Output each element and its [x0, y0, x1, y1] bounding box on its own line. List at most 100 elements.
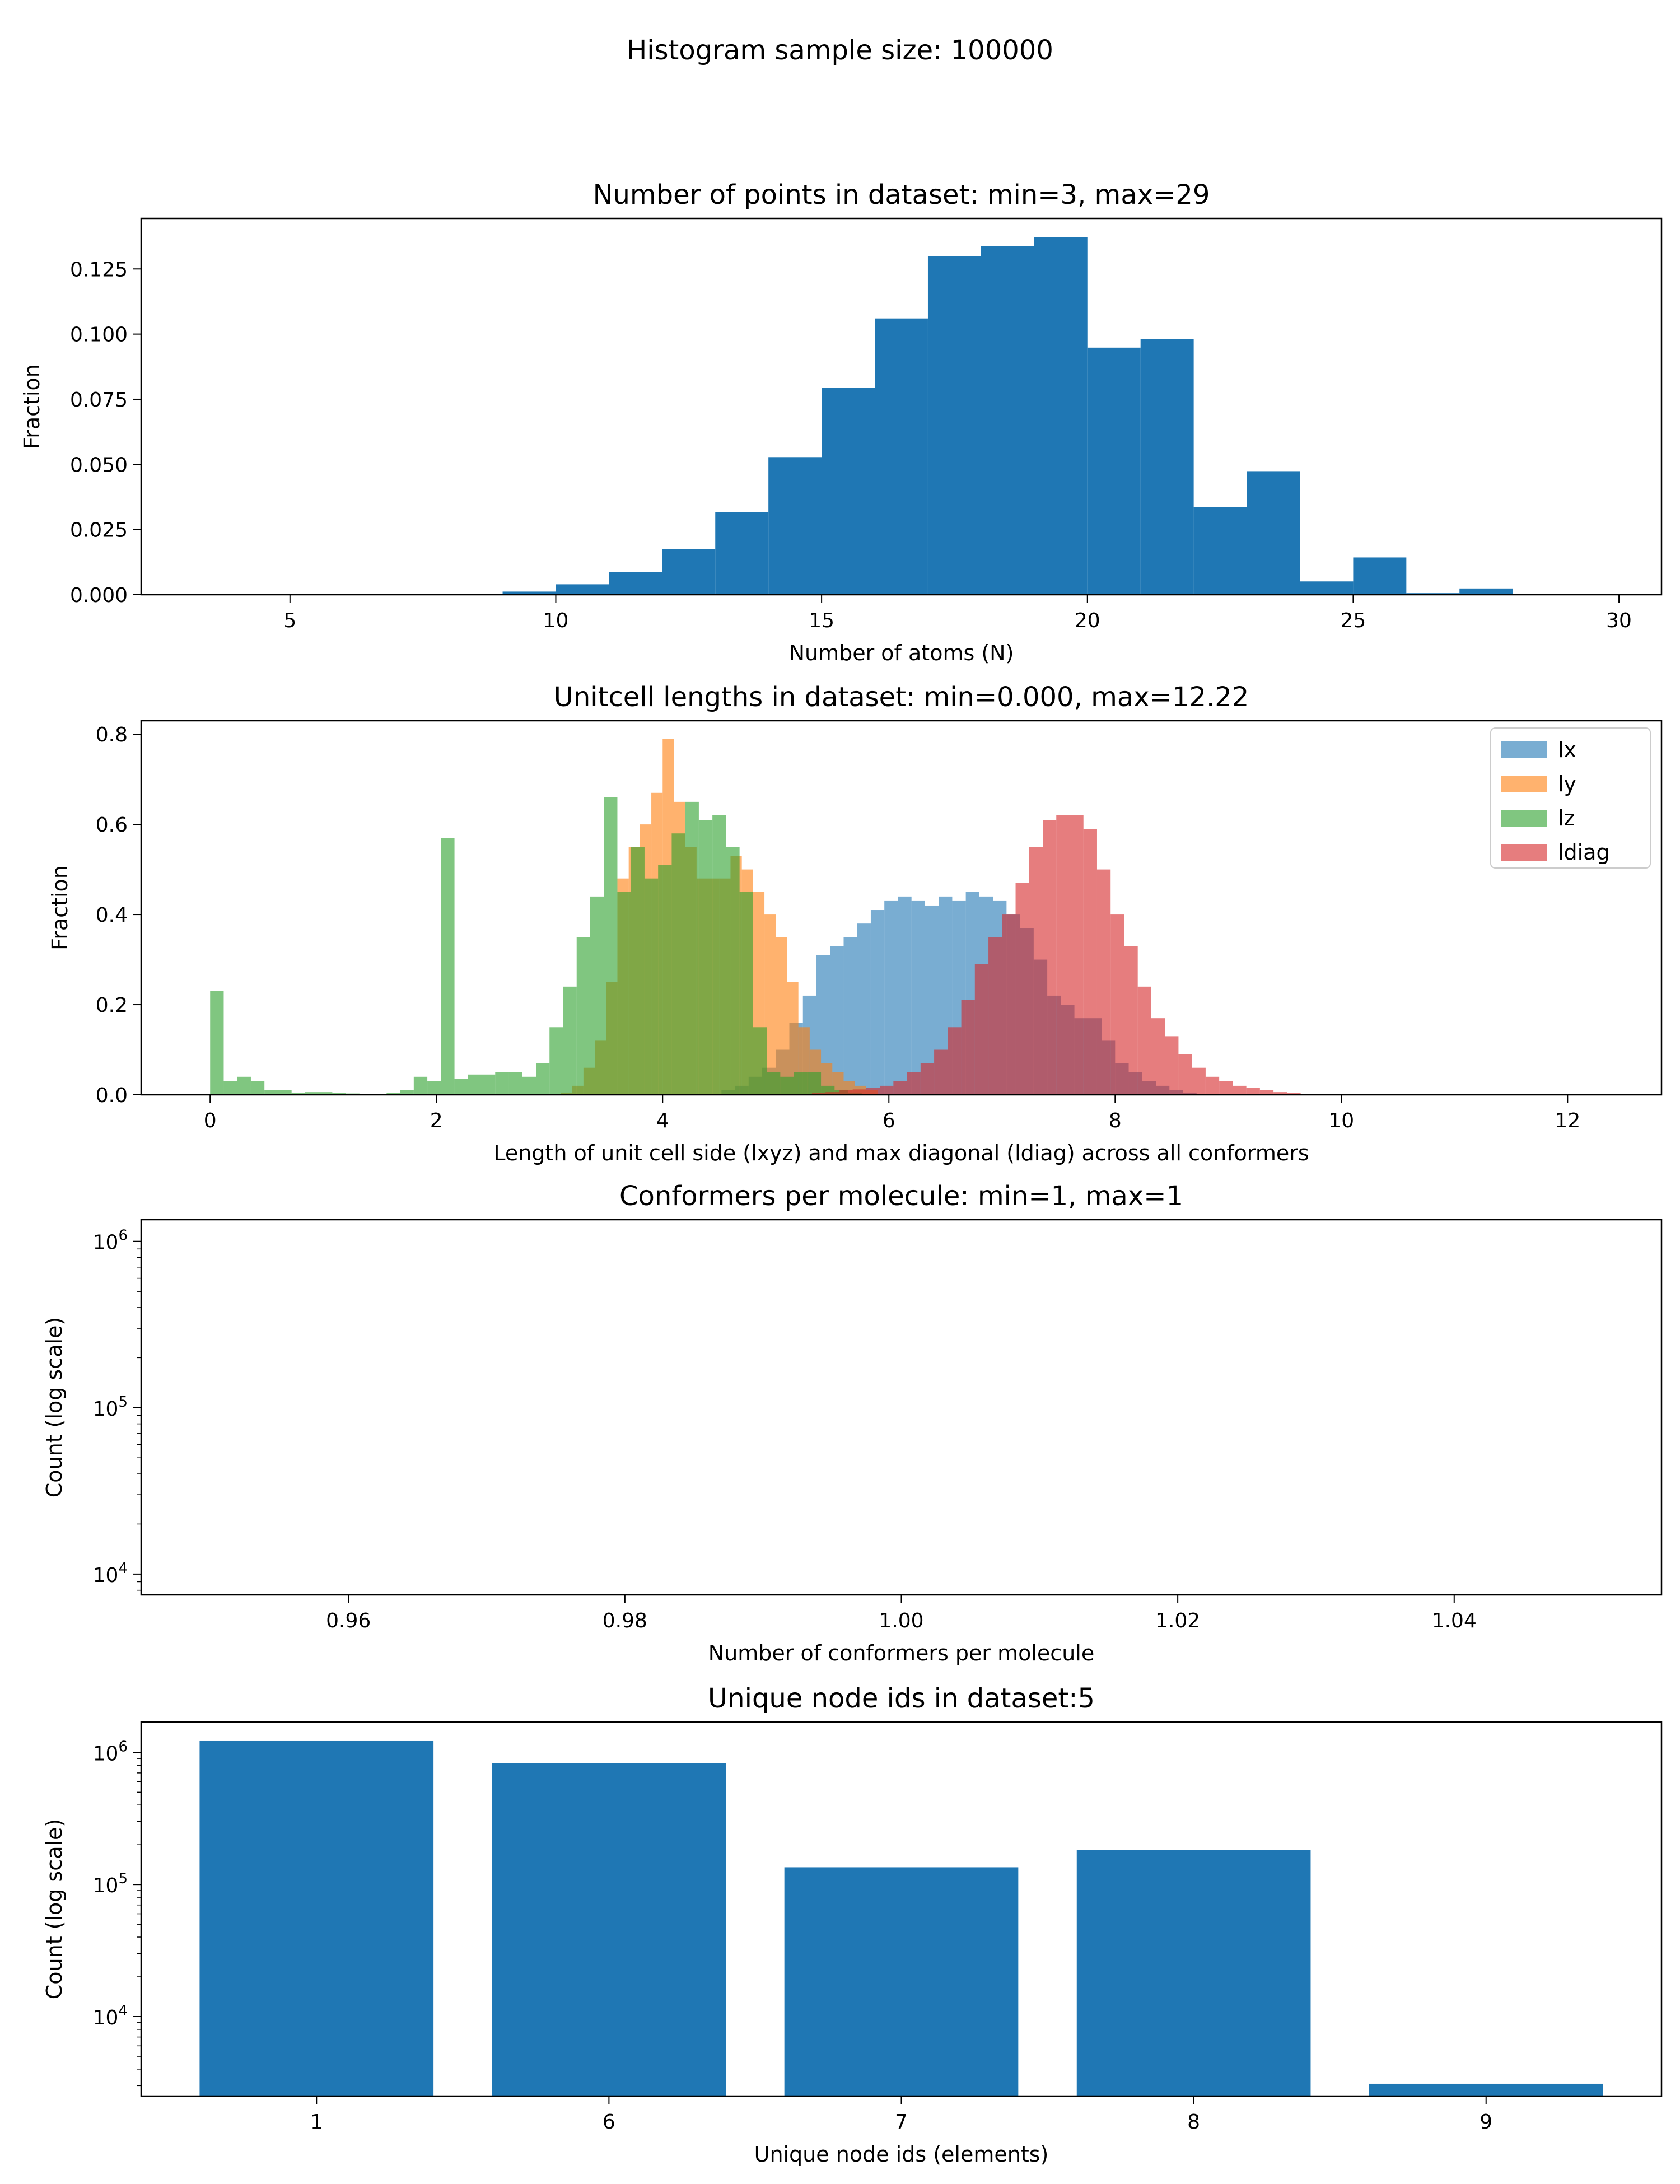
histogram-bar-lz — [658, 865, 672, 1095]
histogram-bar — [1087, 347, 1141, 595]
x-tick-label: 1.00 — [879, 1609, 923, 1632]
y-tick-label: 0.4 — [96, 904, 128, 927]
histogram-bar — [1353, 557, 1407, 595]
x-axis-label: Number of atoms (N) — [789, 641, 1014, 665]
histogram-bar-lz — [237, 1076, 251, 1095]
histogram-bar — [1300, 581, 1354, 595]
histogram-bar-lz — [549, 1027, 563, 1095]
histogram-bar-lx — [898, 896, 912, 1095]
histogram-bar-ldiag — [893, 1081, 907, 1095]
histogram-bar-lz — [427, 1081, 441, 1095]
y-tick-label: 106 — [93, 1228, 128, 1254]
x-axis-label: Length of unit cell side (lxyz) and max … — [493, 1141, 1309, 1165]
x-tick-label: 6 — [603, 2111, 615, 2134]
histogram-bar-lz — [305, 1092, 319, 1095]
y-tick-label: 0.6 — [96, 814, 128, 837]
histogram-bar-lz — [644, 878, 659, 1095]
y-tick-label: 0.125 — [70, 258, 128, 281]
histogram-bar-lz — [223, 1081, 237, 1095]
histogram-bar-lz — [441, 838, 455, 1095]
y-axis-label: Count (log scale) — [42, 1317, 67, 1498]
plot-frame — [140, 720, 1663, 1096]
x-tick-label: 0.96 — [326, 1609, 371, 1632]
histogram-bar-lz — [522, 1076, 536, 1095]
x-tick-label: 4 — [656, 1109, 669, 1132]
histogram-bar-lx — [870, 910, 885, 1095]
histogram-bar — [1406, 593, 1460, 595]
x-tick-label: 9 — [1480, 2111, 1492, 2134]
element-count-bar — [1076, 1850, 1311, 2096]
histogram-bar-lz — [631, 847, 645, 1095]
histogram-bar-lz — [604, 797, 618, 1095]
histogram-bar-lz — [576, 937, 590, 1095]
histogram-bar-lz — [468, 1074, 482, 1095]
histogram-bar-ly — [764, 914, 776, 1095]
histogram-bar-ldiag — [920, 1063, 935, 1095]
histogram-bar-ldiag — [852, 1089, 866, 1095]
histogram-bar-ldiag — [825, 1092, 839, 1095]
histogram-bar-ldiag — [988, 937, 1002, 1095]
histogram-bar-ldiag — [1246, 1088, 1260, 1095]
histogram-bar-ldiag — [1124, 946, 1138, 1095]
figure-suptitle: Histogram sample size: 100000 — [627, 35, 1053, 66]
element-count-bar — [199, 1740, 434, 2096]
y-tick-label: 0.050 — [70, 454, 128, 477]
x-tick-label: 2 — [430, 1109, 443, 1132]
histogram-bar-ldiag — [1165, 1036, 1179, 1095]
histogram-bar-ldiag — [1029, 847, 1043, 1095]
histogram-bar-lz — [767, 1072, 781, 1095]
element-count-bar — [1369, 2083, 1603, 2096]
histogram-bar-lz — [386, 1093, 400, 1095]
y-tick-label: 106 — [93, 1738, 128, 1765]
legend-label-ly: ly — [1558, 772, 1576, 796]
y-tick-label: 0.0 — [96, 1084, 128, 1107]
y-axis-label: Fraction — [20, 364, 44, 449]
histogram-bar-ldiag — [1110, 914, 1124, 1095]
histogram-bar — [1140, 339, 1194, 595]
histogram-bar-lz — [726, 847, 740, 1095]
histogram-bar-ldiag — [1070, 815, 1084, 1095]
histogram-bar — [1034, 237, 1088, 595]
histogram-bar-ldiag — [880, 1085, 894, 1095]
histogram-bar-lz — [332, 1093, 346, 1095]
x-tick-label: 8 — [1187, 2111, 1200, 2134]
histogram-bar-ldiag — [961, 1000, 975, 1095]
x-tick-label: 15 — [809, 609, 834, 632]
y-tick-label: 0.2 — [96, 994, 128, 1017]
chart-title: Conformers per molecule: min=1, max=1 — [619, 1180, 1183, 1212]
histogram-bar-lz — [482, 1074, 496, 1095]
histogram-bar-lz — [413, 1076, 428, 1095]
histogram-bar-lz — [698, 820, 713, 1095]
histogram-bar-ldiag — [934, 1049, 948, 1095]
y-tick-label: 0.075 — [70, 389, 128, 412]
histogram-bar-lx — [843, 937, 857, 1095]
histogram-bar — [1459, 588, 1513, 595]
histogram-bar-ldiag — [811, 1093, 826, 1095]
legend-swatch-ly — [1501, 776, 1547, 792]
histogram-bar-ldiag — [1151, 1018, 1165, 1095]
histogram-bar — [609, 572, 662, 595]
chart-title: Unique node ids in dataset:5 — [708, 1683, 1095, 1714]
chart-title: Number of points in dataset: min=3, max=… — [593, 179, 1210, 211]
legend-label-lz: lz — [1558, 806, 1575, 830]
histogram-bar — [768, 457, 822, 595]
histogram-bar-lz — [454, 1079, 468, 1095]
histogram-bar-lx — [911, 900, 925, 1095]
histogram-bar-ldiag — [1205, 1076, 1220, 1095]
x-tick-label: 30 — [1606, 609, 1632, 632]
histogram-bar-lz — [536, 1063, 550, 1095]
histogram-bar-lz — [210, 991, 224, 1095]
histogram-bar-ldiag — [1043, 820, 1057, 1095]
histogram-bar-lz — [617, 892, 631, 1095]
histogram-bar — [662, 549, 716, 595]
y-axis-label: Count (log scale) — [42, 1819, 67, 2000]
y-tick-label: 0.100 — [70, 324, 128, 347]
legend-swatch-lx — [1501, 741, 1547, 758]
histogram-bar-ly — [832, 1072, 844, 1095]
histogram-bar-ldiag — [866, 1088, 880, 1095]
histogram-bar-lz — [400, 1090, 414, 1095]
histogram-bar — [927, 256, 981, 595]
legend-label-lx: lx — [1558, 738, 1576, 762]
x-tick-label: 6 — [883, 1109, 895, 1132]
